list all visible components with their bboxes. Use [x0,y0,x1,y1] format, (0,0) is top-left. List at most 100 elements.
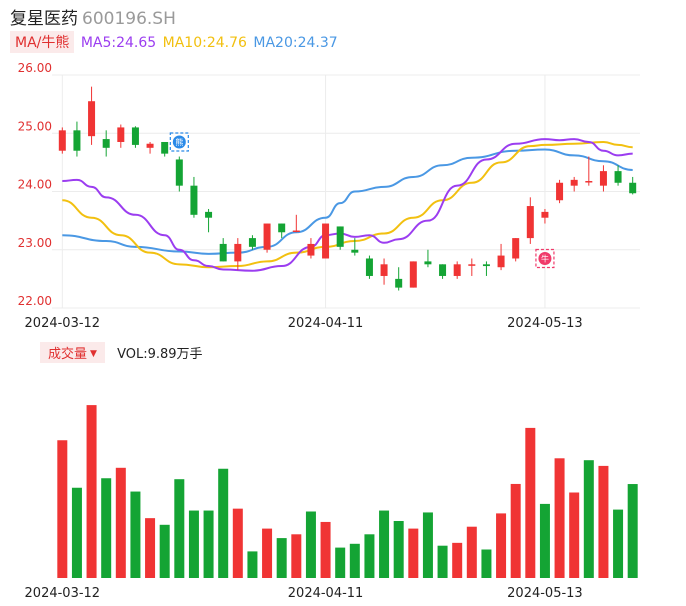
volume-bars [57,405,638,578]
signal-marker-frame [169,132,189,152]
candle-body [395,278,403,288]
volume-bar [510,483,521,578]
candle-body [307,243,315,256]
candle-body [190,185,198,215]
candle-body [424,261,432,265]
ma-toggle-chip[interactable]: MA/牛熊 [10,31,75,53]
volume-bar [393,521,404,578]
volume-bar [349,543,360,578]
candle-body [453,264,461,276]
volume-x-ticks: 2024-03-12 2024-04-11 2024-05-13 [25,586,583,601]
ma20-line [62,148,633,255]
candle-body [88,101,96,137]
volume-bar [452,542,463,578]
volume-bar [262,528,273,578]
volume-bar [115,467,126,578]
signal-marker-label: 牛 [541,253,549,263]
volume-chip-label: 成交量 [48,347,88,362]
volume-bar [86,405,97,578]
candle-body [248,238,256,247]
volume-bar [627,484,638,578]
ma10-line [62,140,633,269]
candle-body [117,127,125,142]
volume-bar [145,518,156,578]
stock-name: 复星医药 [10,9,78,29]
candle-body [336,226,344,247]
candle-body [175,159,183,186]
stock-code: 600196.SH [82,9,176,29]
volume-bar [613,509,624,578]
candle-body [468,264,476,266]
candle-body [365,258,373,276]
ma5-line [62,138,633,272]
candle-body [263,223,271,250]
signal-marker-label: 熊 [175,137,183,147]
y-tick-label: 26.00 [18,61,52,75]
candle-body [570,179,578,186]
volume-bar [583,460,594,578]
volume-bar [291,534,302,578]
volume-bar [305,511,316,578]
volume-value: VOL:9.89万手 [117,347,203,362]
candle-body [409,261,417,288]
candle-body [585,181,593,183]
candle-body [482,264,490,267]
volume-bar [335,547,346,578]
volume-bar [218,468,229,578]
volume-bar [276,538,287,578]
signal-marker-frame [535,248,555,269]
x-tick-label: 2024-04-11 [288,316,364,331]
volume-bar [159,524,170,578]
volume-bar [101,478,112,578]
candle-body [497,255,505,268]
volume-bar [203,510,214,578]
volume-bar [539,503,550,578]
volume-bar [188,510,199,578]
volume-bar [598,465,609,578]
volume-bar [569,492,580,578]
volume-bar [481,549,492,578]
candle-body [614,171,622,183]
candle-body [629,182,637,194]
candle-body [439,264,447,276]
price-y-ticks: 26.00 25.00 24.00 23.00 22.00 [18,61,52,308]
candlesticks [58,86,637,291]
y-tick-label: 23.00 [18,236,52,250]
candle-body [541,211,549,218]
candle-body [205,211,213,218]
candle-body [102,139,110,148]
volume-bar [422,512,433,578]
ma10-legend: MA10:24.76 [162,35,247,51]
ma20-legend: MA20:24.37 [253,35,338,51]
volume-toggle-chip[interactable]: 成交量 ▼ [40,342,105,363]
volume-bar [130,491,141,578]
volume-x-tick-label: 2024-05-13 [507,586,583,601]
candle-body [322,223,330,259]
candle-body [73,130,81,151]
volume-bar [496,513,507,578]
volume-bar [437,545,448,578]
volume-bar [247,551,258,578]
candle-body [219,243,227,262]
volume-x-tick-label: 2024-03-12 [25,586,101,601]
y-tick-label: 25.00 [18,119,52,133]
candle-body [556,182,564,201]
signal-marker-dot [538,251,552,265]
y-tick-label: 22.00 [18,294,52,308]
volume-bar [525,427,536,578]
candle-body [146,143,154,148]
volume-legend: 成交量 ▼ VOL:9.89万手 [40,342,203,363]
candle-body [512,238,520,259]
caret-down-icon: ▼ [90,349,97,359]
volume-bar [379,510,390,578]
volume-bar [232,508,243,578]
volume-bar [71,487,82,578]
volume-bar [554,458,565,578]
y-tick-label: 24.00 [18,178,52,192]
candle-body [380,264,388,276]
signal-markers: 熊牛 [169,132,555,269]
ma-lines [62,138,633,272]
candle-body [234,243,242,262]
candle-body [131,127,139,145]
